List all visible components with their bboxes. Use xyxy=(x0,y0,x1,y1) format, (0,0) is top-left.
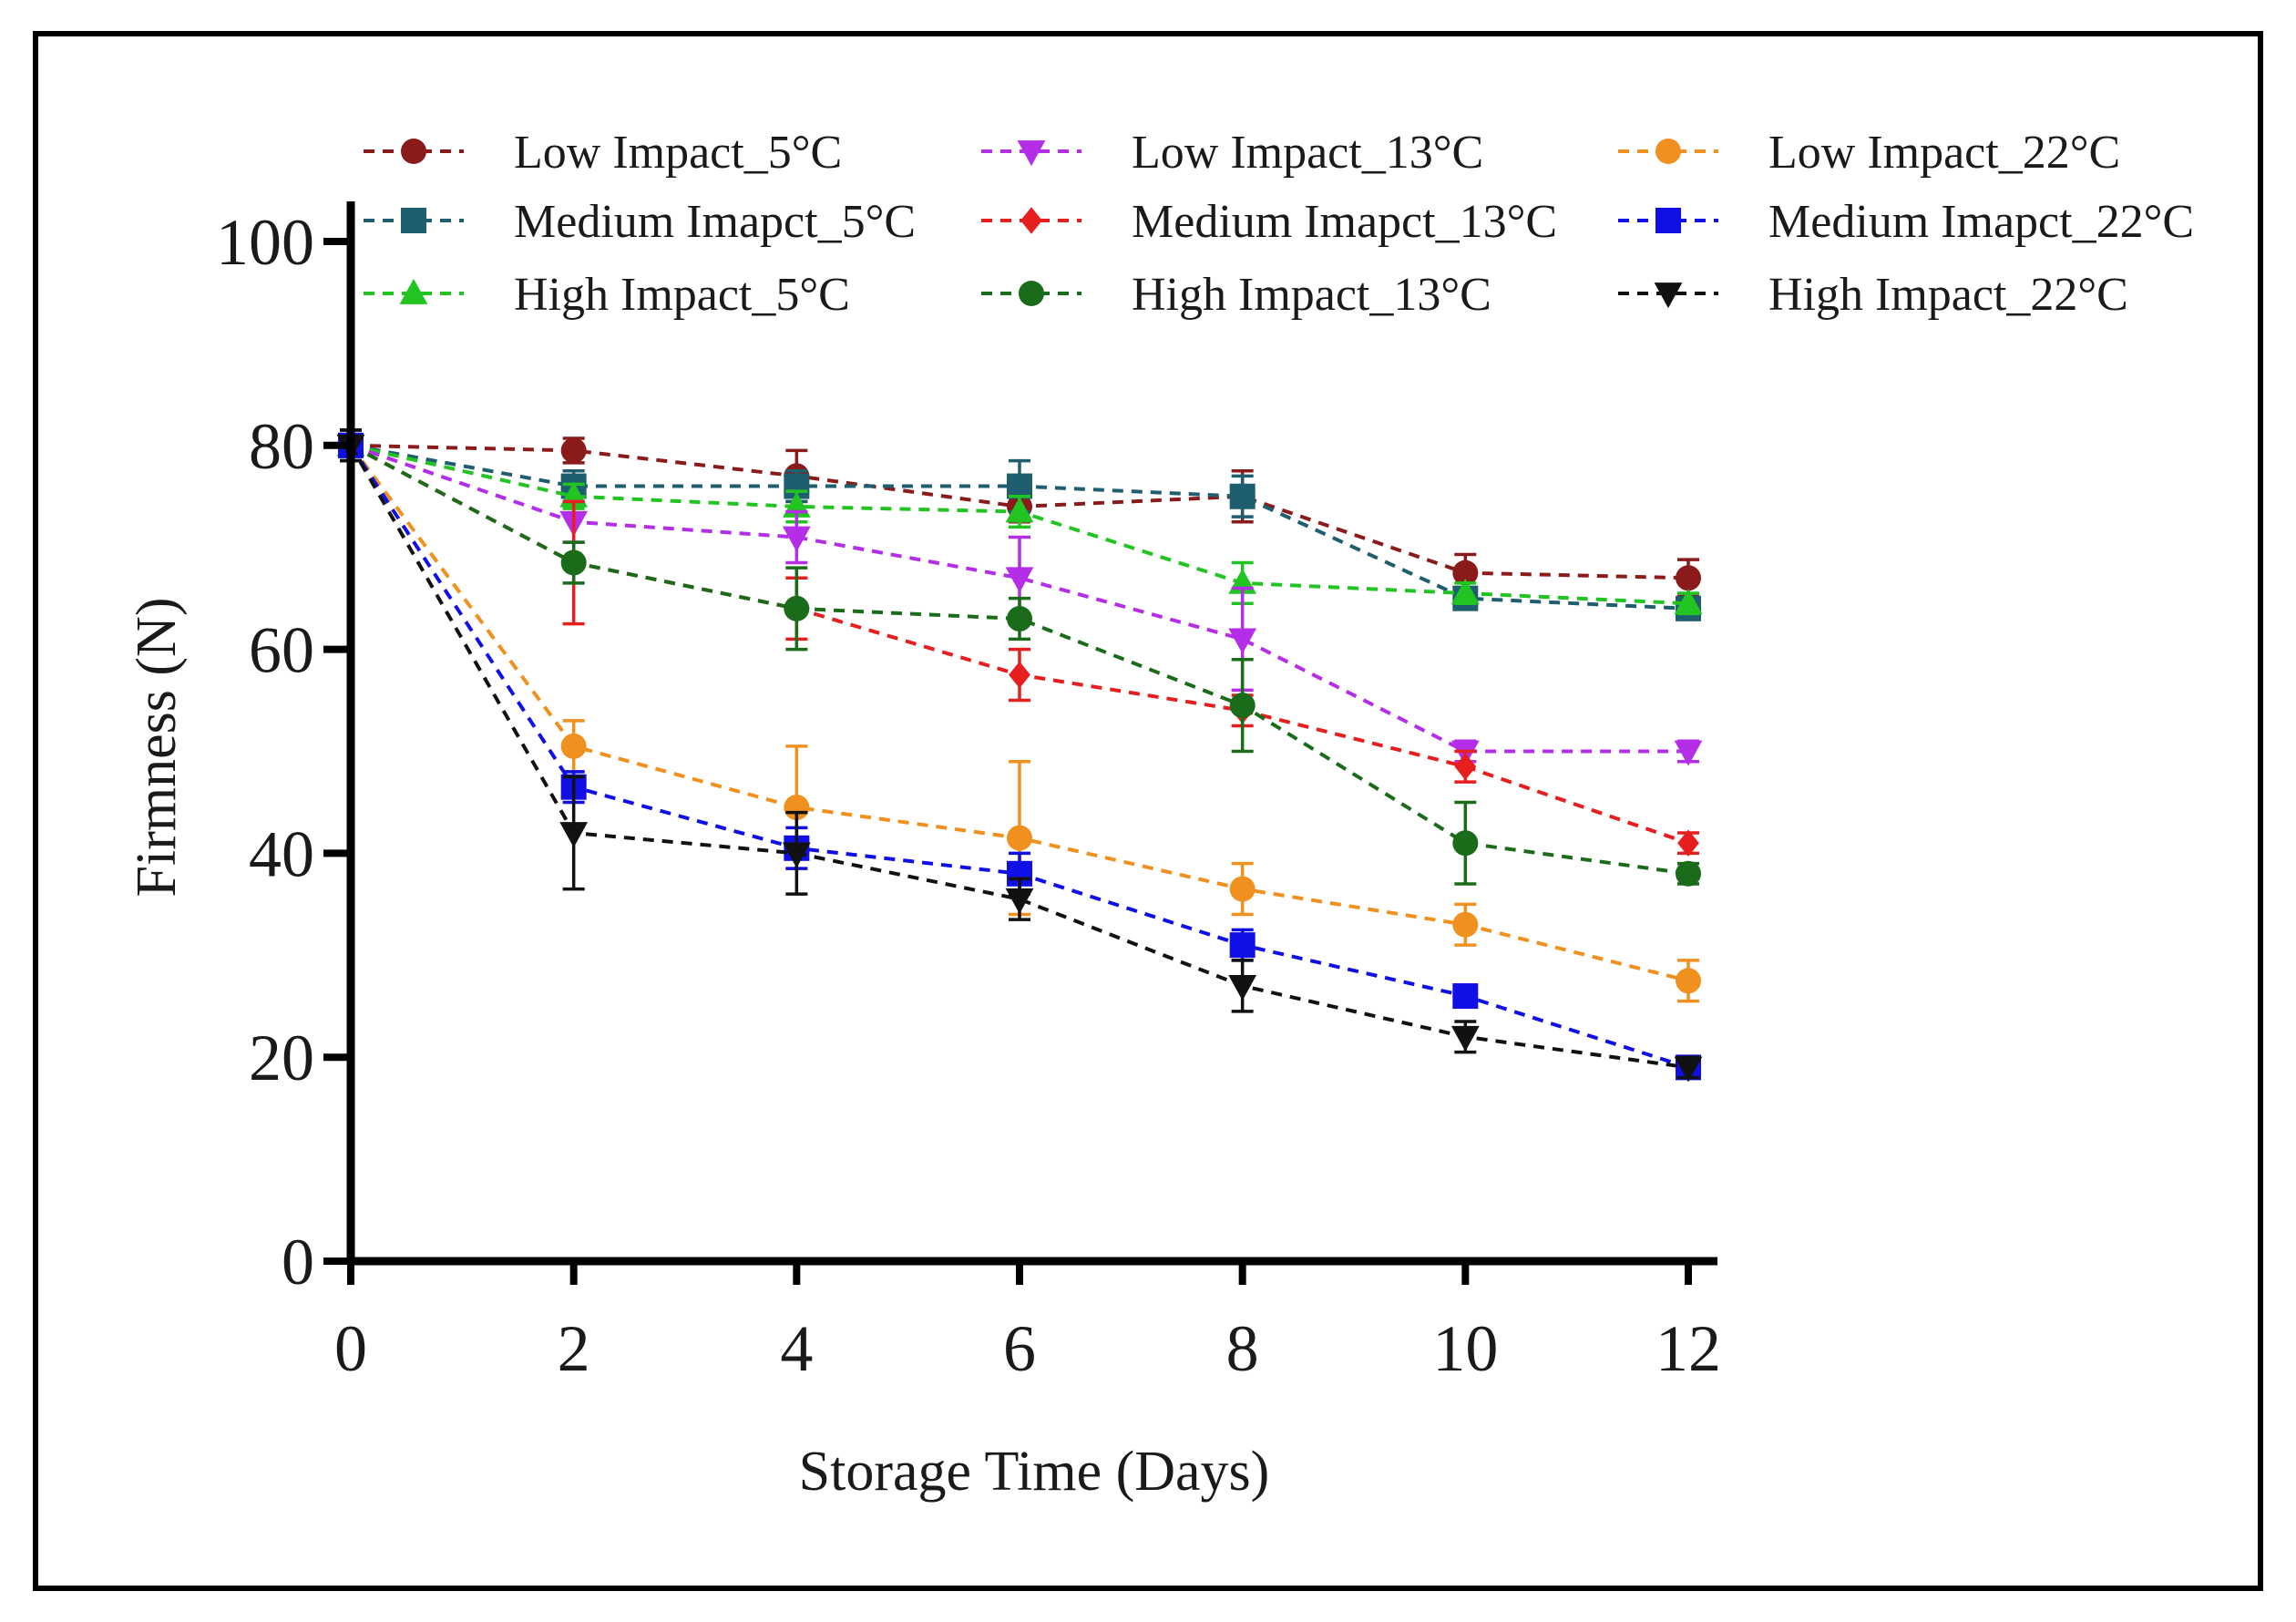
legend-label: Low Impact_5°C xyxy=(514,127,842,179)
data-point xyxy=(1676,860,1701,887)
legend-marker xyxy=(1655,208,1681,233)
data-point xyxy=(1452,830,1479,857)
data-point xyxy=(1007,606,1032,632)
legend-item: Low Impact_5°C xyxy=(364,127,842,179)
ticks-group: 0 2 4 6 8 10 12 0 20 40 60 80 100 xyxy=(216,206,1721,1385)
data-point xyxy=(1450,578,1480,604)
data-point xyxy=(1005,497,1034,523)
data-point xyxy=(1005,567,1034,593)
legend-label: Low Impact_22°C xyxy=(1768,127,2120,179)
x-tick-label: 4 xyxy=(780,1312,813,1385)
data-point xyxy=(1676,565,1701,591)
legend-item: Medium Imapct_5°C xyxy=(364,196,916,248)
data-point xyxy=(784,595,810,621)
data-point xyxy=(1676,968,1701,994)
legend-marker xyxy=(1019,281,1044,306)
axes-group xyxy=(346,201,1717,1266)
x-tick-label: 12 xyxy=(1655,1312,1721,1385)
data-point xyxy=(1674,740,1703,766)
data-point xyxy=(560,437,587,464)
data-point xyxy=(782,842,811,868)
data-point xyxy=(1452,983,1479,1010)
x-tick-label: 8 xyxy=(1226,1312,1259,1385)
x-tick-label: 6 xyxy=(1003,1312,1036,1385)
data-point xyxy=(559,822,589,848)
data-point xyxy=(560,549,587,576)
legend-label: Medium Imapct_13°C xyxy=(1132,196,1557,248)
legend-label: Medium Imapct_5°C xyxy=(514,196,916,248)
y-axis-title: Firmness (N) xyxy=(126,598,188,898)
data-point xyxy=(1674,589,1703,615)
legend: Low Impact_5°C Medium Imapct_5°C High Impa… xyxy=(364,127,2194,321)
data-point xyxy=(1450,1025,1480,1052)
data-point xyxy=(1228,628,1257,654)
x-tick-label: 2 xyxy=(558,1312,590,1385)
legend-label: High Impact_22°C xyxy=(1768,269,2128,321)
y-tick-label: 80 xyxy=(249,410,314,483)
legend-item: Medium Imapct_13°C xyxy=(981,196,1557,248)
data-point xyxy=(1229,483,1256,509)
data-point xyxy=(1005,888,1034,914)
legend-label: High Impact_13°C xyxy=(1132,269,1491,321)
plot-series-group xyxy=(336,428,1703,1083)
data-point xyxy=(1229,932,1256,959)
legend-marker xyxy=(1655,139,1681,164)
y-tick-label: 60 xyxy=(249,614,314,687)
legend-item: Medium Imapct_22°C xyxy=(1618,196,2194,248)
series-6 xyxy=(338,428,1701,887)
series-9 xyxy=(336,428,1703,1083)
legend-marker xyxy=(1020,207,1042,234)
data-point xyxy=(560,733,587,759)
data-point xyxy=(1452,559,1479,586)
legend-marker xyxy=(399,278,428,304)
legend-label: Low Impact_13°C xyxy=(1132,127,1483,179)
y-tick-label: 0 xyxy=(282,1226,314,1299)
data-point xyxy=(1452,911,1479,938)
legend-item: Low Impact_13°C xyxy=(981,127,1483,179)
legend-marker xyxy=(1017,140,1046,167)
firmness-chart: 0 2 4 6 8 10 12 0 20 40 60 80 100 Storage Time (Days… xyxy=(126,127,2194,1503)
legend-item: Low Impact_22°C xyxy=(1618,127,2120,179)
data-point xyxy=(1229,693,1256,719)
y-tick-label: 100 xyxy=(216,206,314,279)
legend-label: Medium Imapct_22°C xyxy=(1768,196,2194,248)
data-point xyxy=(1229,876,1256,902)
data-point xyxy=(1007,473,1032,499)
y-tick-label: 40 xyxy=(249,817,314,890)
data-point xyxy=(782,526,811,552)
legend-item: High Impact_22°C xyxy=(1618,269,2128,321)
data-point xyxy=(1009,661,1030,689)
data-point xyxy=(1228,974,1257,1001)
legend-marker xyxy=(1654,282,1683,309)
legend-item: High Impact_5°C xyxy=(364,269,850,321)
data-point xyxy=(1454,753,1477,780)
legend-item: High Impact_13°C xyxy=(981,269,1491,321)
x-axis-title: Storage Time (Days) xyxy=(799,1441,1270,1503)
x-tick-label: 0 xyxy=(334,1312,367,1385)
data-point xyxy=(1007,825,1032,851)
data-point xyxy=(1677,829,1699,857)
figure-frame: 0 2 4 6 8 10 12 0 20 40 60 80 100 Storage Time (Days… xyxy=(33,31,2263,1591)
x-tick-label: 10 xyxy=(1432,1312,1498,1385)
legend-label: High Impact_5°C xyxy=(514,269,850,321)
y-tick-label: 20 xyxy=(249,1021,314,1094)
legend-marker xyxy=(401,208,426,233)
data-point xyxy=(1674,1056,1703,1083)
legend-marker xyxy=(401,139,426,164)
